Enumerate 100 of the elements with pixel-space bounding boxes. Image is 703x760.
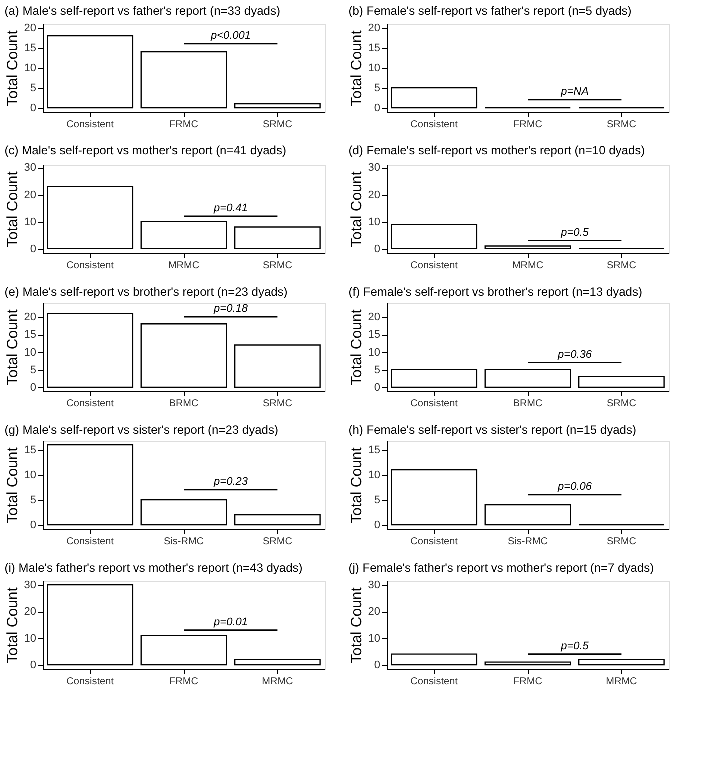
annotation: p=0.36 [557, 348, 593, 361]
x-tick-label: FRMC [170, 120, 198, 130]
y-axis-title: Total Count [4, 170, 22, 248]
annotation: p=0.5 [560, 226, 590, 239]
y-tick-label: 15 [24, 329, 36, 342]
annotation: p=0.23 [213, 476, 249, 488]
y-tick-label: 20 [368, 606, 380, 618]
chart-title: (c) Male's self-report vs mother's report (n=41 dyads) [4, 144, 286, 158]
x-tick-label: SRMC [262, 398, 292, 410]
bar [234, 103, 321, 109]
y-tick-label: 15 [368, 329, 380, 342]
y-axis-title: Total Count [348, 170, 366, 248]
bar [140, 324, 228, 388]
x-tick-label: SRMC [262, 260, 292, 272]
x-tick-label: MRMC [168, 260, 200, 272]
x-tick-label: SRMC [262, 536, 292, 548]
y-tick-label: 10 [24, 470, 36, 482]
x-tick-label: SRMC [606, 536, 636, 548]
y-tick-label: 0 [30, 520, 36, 532]
bar [391, 224, 478, 250]
annotation: p=0.06 [557, 481, 593, 493]
bar [234, 659, 321, 666]
y-tick-label: 10 [368, 62, 380, 74]
bar [47, 444, 134, 526]
bar [484, 246, 572, 250]
y-tick-label: 5 [30, 82, 36, 94]
y-tick-label: 5 [30, 494, 36, 506]
y-tick-label: 0 [30, 243, 36, 256]
y-axis-title: Total Count [348, 308, 366, 386]
y-tick-label: 30 [24, 580, 36, 592]
y-tick-label: 5 [374, 82, 380, 94]
x-tick-label: FRMC [170, 676, 198, 688]
y-tick-label: 10 [368, 216, 380, 228]
annotation: p=0.5 [560, 640, 590, 652]
bar [578, 659, 665, 666]
x-tick-label: Consistent [66, 260, 114, 272]
y-tick-label: 20 [24, 189, 36, 202]
annotation: p=0.01 [213, 616, 248, 628]
x-tick-label: SRMC [606, 398, 636, 410]
x-tick-label: Consistent [410, 120, 458, 130]
x-tick-label: Consistent [66, 676, 114, 688]
x-tick-label: Consistent [410, 398, 458, 410]
y-tick-label: 0 [374, 660, 380, 672]
chart-title: (d) Female's self-report vs mother's report (n=10 dyads) [348, 144, 646, 158]
chart-title: (f) Female's self-report vs brother's report (n=13 dyads) [348, 285, 642, 299]
y-tick-label: 20 [24, 312, 36, 324]
chart-title: (a) Male's self-report vs father's report (n=33 dyads) [4, 4, 280, 18]
bar [484, 662, 572, 666]
x-tick-label: FRMC [514, 676, 542, 688]
y-tick-label: 0 [30, 102, 36, 114]
x-tick-label: Consistent [410, 676, 458, 688]
x-tick-label: Sis-RMC [164, 536, 204, 548]
y-tick-label: 15 [368, 444, 380, 456]
y-tick-label: 30 [368, 162, 380, 174]
x-tick-label: Consistent [410, 536, 458, 548]
bar [140, 635, 228, 666]
annotation: p=NA [560, 86, 589, 98]
bar [140, 221, 228, 250]
x-tick-label: MRMC [262, 676, 294, 688]
x-tick-label: Consistent [410, 260, 458, 272]
y-tick-label: 0 [374, 520, 380, 532]
bar [234, 226, 321, 250]
y-axis-title: Total Count [4, 308, 22, 386]
y-axis-title: Total Count [4, 586, 22, 664]
x-tick-label: FRMC [514, 120, 542, 130]
bar [391, 654, 478, 666]
bar [391, 469, 478, 526]
chart-title: (b) Female's self-report vs father's report (n=5 dyads) [348, 4, 632, 18]
bar [140, 499, 228, 526]
bar [47, 312, 134, 388]
chart-title: (h) Female's self-report vs sister's report (n=15 dyads) [348, 423, 636, 437]
y-axis-title: Total Count [4, 446, 22, 524]
y-tick-label: 0 [30, 660, 36, 672]
y-tick-label: 5 [374, 494, 380, 506]
chart-title: (i) Male's father's report vs mother's report (n=43 dyads) [4, 561, 303, 575]
bar [47, 35, 134, 109]
y-tick-label: 10 [368, 346, 380, 359]
y-tick-label: 15 [24, 444, 36, 456]
y-tick-label: 20 [24, 22, 36, 34]
x-tick-label: BRMC [513, 398, 543, 410]
y-tick-label: 10 [368, 470, 380, 482]
y-tick-label: 0 [374, 102, 380, 114]
bar [47, 584, 134, 666]
bar [234, 344, 321, 388]
bar [234, 514, 321, 526]
y-axis-title: Total Count [348, 446, 366, 524]
y-tick-label: 10 [24, 632, 36, 645]
x-tick-label: MRMC [606, 676, 638, 688]
y-tick-label: 20 [368, 189, 380, 202]
y-tick-label: 20 [368, 22, 380, 34]
y-tick-label: 30 [368, 580, 380, 592]
y-tick-label: 20 [368, 312, 380, 324]
x-tick-label: Consistent [66, 120, 114, 130]
annotation: p=0.18 [213, 303, 249, 316]
x-tick-label: BRMC [169, 398, 199, 410]
y-tick-label: 0 [374, 382, 380, 394]
y-tick-label: 0 [374, 243, 380, 256]
x-tick-label: Consistent [66, 536, 114, 548]
y-axis-title: Total Count [4, 30, 22, 106]
x-tick-label: SRMC [606, 260, 636, 272]
